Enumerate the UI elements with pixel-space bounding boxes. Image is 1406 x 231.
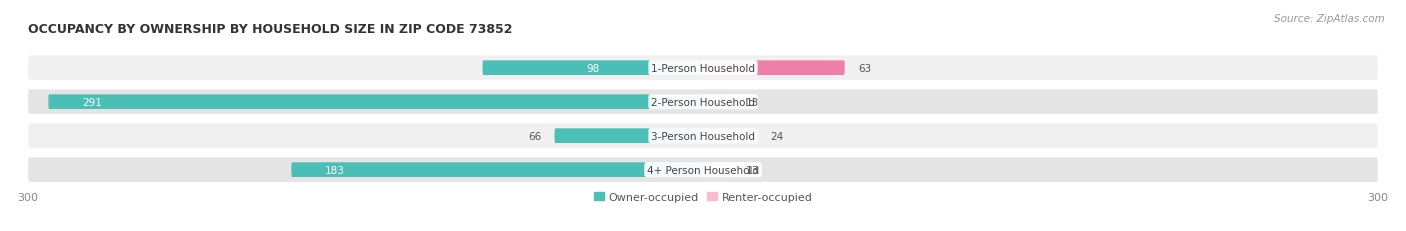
FancyBboxPatch shape — [28, 56, 1378, 81]
Text: OCCUPANCY BY OWNERSHIP BY HOUSEHOLD SIZE IN ZIP CODE 73852: OCCUPANCY BY OWNERSHIP BY HOUSEHOLD SIZE… — [28, 23, 513, 36]
Text: 1-Person Household: 1-Person Household — [651, 63, 755, 73]
FancyBboxPatch shape — [703, 95, 733, 109]
Text: 63: 63 — [858, 63, 872, 73]
FancyBboxPatch shape — [554, 129, 703, 143]
Text: 66: 66 — [527, 131, 541, 141]
FancyBboxPatch shape — [28, 158, 1378, 182]
Text: 98: 98 — [586, 63, 599, 73]
Text: Source: ZipAtlas.com: Source: ZipAtlas.com — [1274, 14, 1385, 24]
FancyBboxPatch shape — [28, 90, 1378, 114]
Text: 13: 13 — [745, 97, 759, 107]
Text: 24: 24 — [770, 131, 783, 141]
Text: 3-Person Household: 3-Person Household — [651, 131, 755, 141]
Text: 13: 13 — [745, 165, 759, 175]
FancyBboxPatch shape — [28, 124, 1378, 148]
FancyBboxPatch shape — [703, 163, 733, 177]
FancyBboxPatch shape — [48, 95, 703, 109]
FancyBboxPatch shape — [291, 163, 703, 177]
Text: 291: 291 — [82, 97, 103, 107]
Legend: Owner-occupied, Renter-occupied: Owner-occupied, Renter-occupied — [593, 192, 813, 202]
Text: 2-Person Household: 2-Person Household — [651, 97, 755, 107]
FancyBboxPatch shape — [703, 129, 756, 143]
Text: 4+ Person Household: 4+ Person Household — [647, 165, 759, 175]
FancyBboxPatch shape — [703, 61, 845, 76]
Text: 183: 183 — [325, 165, 344, 175]
FancyBboxPatch shape — [482, 61, 703, 76]
